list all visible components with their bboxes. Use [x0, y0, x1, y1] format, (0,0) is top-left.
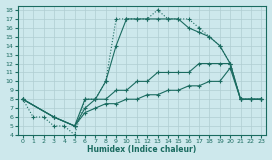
X-axis label: Humidex (Indice chaleur): Humidex (Indice chaleur)	[87, 145, 197, 154]
